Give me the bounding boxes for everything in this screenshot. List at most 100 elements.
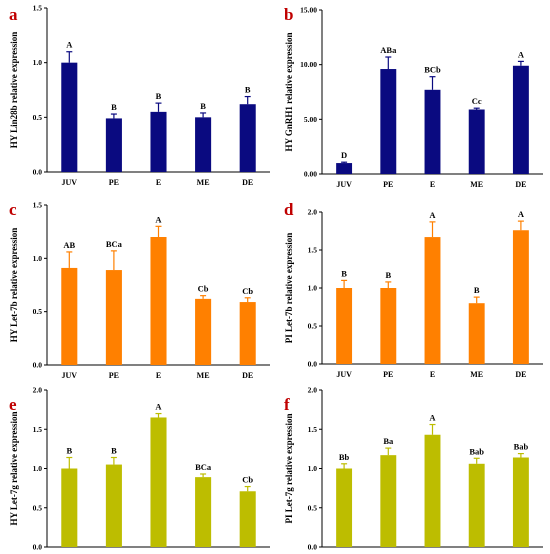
significance-label: AB (63, 240, 75, 250)
bar-me (468, 463, 485, 547)
y-tick-label: 0.0 (33, 543, 43, 552)
significance-label: ABa (380, 45, 397, 55)
significance-label: BCb (424, 65, 441, 75)
y-tick-label: 1.0 (308, 464, 318, 473)
x-tick-label: PE (383, 180, 393, 189)
x-tick-label: E (156, 371, 161, 380)
bar-me (195, 298, 212, 365)
x-tick-label: PE (383, 370, 393, 379)
panel-letter: a (9, 5, 18, 24)
panel-letter: e (9, 395, 17, 414)
significance-label: B (156, 91, 162, 101)
bar-juv (61, 62, 78, 172)
bar-e (150, 417, 167, 547)
chart-panel-e: e 0.0 0.5 1.0 1.5 2.0 HY Let-7g relative expre… (9, 386, 270, 554)
panel-letter: f (284, 395, 290, 414)
significance-label: A (518, 209, 525, 219)
significance-label: B (111, 446, 117, 456)
bar-de (512, 230, 529, 364)
significance-label: B (66, 446, 72, 456)
x-tick-label: JUV (62, 178, 78, 187)
x-tick-label: PE (109, 371, 119, 380)
bar-de (239, 104, 256, 172)
y-tick-label: 0.00 (304, 170, 317, 179)
bar-e (150, 111, 167, 172)
bar-pe (380, 288, 397, 364)
significance-label: Bab (469, 446, 484, 456)
y-tick-label: 1.5 (33, 4, 43, 13)
bar-e (424, 237, 441, 364)
y-tick-label: 1.0 (33, 464, 43, 473)
chart-panel-b: b 0.00 5.00 10.00 15.00 HY GnRH1 relative exp… (284, 5, 543, 189)
bar-juv (336, 288, 353, 364)
bar-de (512, 457, 529, 547)
y-tick-label: 1.5 (308, 425, 318, 434)
x-tick-label: DE (242, 178, 253, 187)
y-axis-label: HY GnRH1 relative expression (284, 32, 294, 151)
significance-label: B (474, 285, 480, 295)
x-tick-label: E (156, 178, 161, 187)
significance-label: Cb (242, 475, 253, 485)
y-axis-label: HY Let-7b relative expression (9, 228, 19, 343)
bar-me (468, 109, 485, 174)
x-tick-label: DE (515, 180, 526, 189)
panel-letter: c (9, 200, 17, 219)
x-tick-label: DE (242, 371, 253, 380)
bar-e (424, 89, 441, 174)
y-tick-label: 0.0 (308, 543, 318, 552)
x-tick-label: JUV (336, 370, 352, 379)
significance-label: Cb (198, 284, 209, 294)
y-tick-label: 5.00 (304, 115, 317, 124)
y-tick-label: 2.0 (308, 208, 318, 217)
y-tick-label: 1.0 (33, 254, 43, 263)
chart-panel-c: c 0.0 0.5 1.0 1.5 HY Let-7b relative expressi… (9, 200, 270, 380)
y-tick-label: 1.5 (33, 201, 43, 210)
x-tick-label: ME (197, 178, 210, 187)
panel-letter: d (284, 200, 294, 219)
x-tick-label: DE (515, 370, 526, 379)
y-tick-label: 10.00 (300, 60, 317, 69)
y-axis-label: HY Let-7g relative expression (9, 411, 19, 525)
bar-pe (380, 69, 397, 174)
bar-pe (105, 270, 122, 365)
significance-label: Bab (514, 442, 529, 452)
chart-panel-d: d 0.0 0.5 1.0 1.5 2.0 PI Let-7b relative expre… (284, 200, 543, 379)
significance-label: Cc (472, 96, 482, 106)
panel-letter: b (284, 5, 293, 24)
x-tick-label: PE (109, 178, 119, 187)
significance-label: A (155, 402, 162, 412)
x-tick-label: E (430, 180, 435, 189)
significance-label: BCa (106, 239, 123, 249)
bar-me (468, 303, 485, 364)
x-tick-label: ME (197, 371, 210, 380)
y-tick-label: 2.0 (33, 386, 43, 395)
chart-panel-f: f 0.0 0.5 1.0 1.5 2.0 PI Let-7g relative expre… (284, 386, 543, 554)
bar-e (424, 434, 441, 547)
bar-de (239, 491, 256, 547)
x-tick-label: JUV (62, 371, 78, 380)
y-tick-label: 1.0 (33, 58, 43, 67)
bar-juv (336, 163, 353, 174)
bar-juv (61, 468, 78, 547)
y-tick-label: 0.5 (33, 503, 43, 512)
y-tick-label: 0.0 (33, 361, 43, 370)
y-tick-label: 2.0 (308, 386, 318, 395)
bar-de (239, 302, 256, 365)
significance-label: A (429, 413, 436, 423)
bar-pe (105, 118, 122, 172)
y-tick-label: 0.0 (33, 168, 43, 177)
significance-label: Ba (383, 436, 394, 446)
y-axis-label: HY Lin28b relative expression (9, 32, 19, 149)
significance-label: B (200, 101, 206, 111)
y-tick-label: 0.5 (308, 503, 318, 512)
x-tick-label: ME (470, 370, 483, 379)
y-tick-label: 0.0 (308, 360, 318, 369)
significance-label: B (245, 85, 251, 95)
bar-juv (61, 267, 78, 365)
significance-label: A (518, 49, 525, 59)
significance-label: Cb (242, 286, 253, 296)
bar-e (150, 237, 167, 365)
y-axis-label: PI Let-7b relative expression (284, 233, 294, 343)
bar-de (512, 65, 529, 174)
